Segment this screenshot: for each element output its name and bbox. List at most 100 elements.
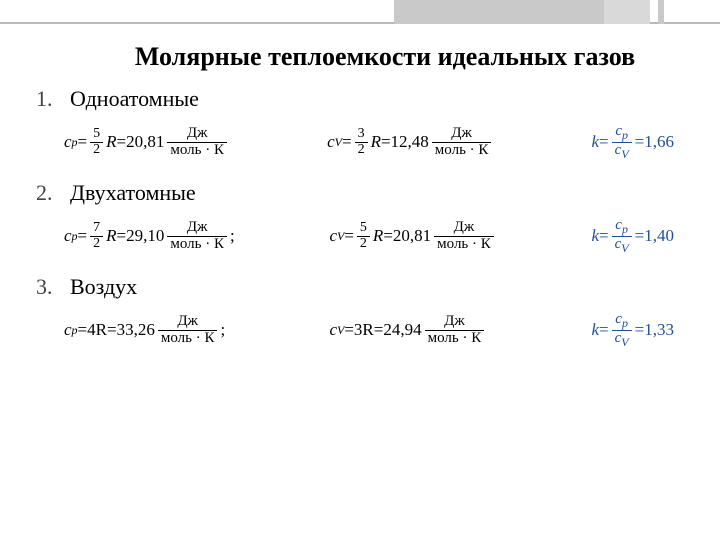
symbol: c <box>329 320 337 340</box>
slide-content: Молярные теплоемкости идеальных газов 1.… <box>36 42 684 369</box>
symbol: k <box>592 132 600 152</box>
unit-fraction: Дж моль · К <box>434 220 494 253</box>
equation-k: k = cp cV = 1,40 <box>591 218 674 254</box>
subscript: p <box>622 316 628 330</box>
page-title: Молярные теплоемкости идеальных газов <box>36 42 684 72</box>
tab-segment <box>604 0 650 24</box>
equation-cp: cp = 7 2 R = 29,10 Дж моль · К ; <box>64 220 235 253</box>
numerator: 5 <box>357 221 370 236</box>
equals: = <box>599 132 609 152</box>
equals: = <box>78 320 88 340</box>
equals: = <box>599 320 609 340</box>
equation-k: k = cp cV = 1,66 <box>592 124 675 160</box>
unit-fraction: Дж моль · К <box>432 126 492 159</box>
semicolon: ; <box>230 226 235 246</box>
symbol: R <box>373 226 383 246</box>
item-number: 2. <box>36 180 70 206</box>
symbol: c <box>64 320 72 340</box>
equals: = <box>78 226 88 246</box>
symbol: k <box>591 320 599 340</box>
subscript: V <box>621 241 628 255</box>
unit-fraction: Дж моль · К <box>425 314 485 347</box>
fraction: 7 2 <box>90 221 103 251</box>
denominator: 2 <box>355 143 368 158</box>
equals: = <box>599 226 609 246</box>
equals: = <box>342 132 352 152</box>
equation-k: k = cp cV = 1,33 <box>591 312 674 348</box>
unit-bottom: моль · К <box>434 237 494 253</box>
subscript: p <box>622 222 628 236</box>
equals: = <box>344 320 354 340</box>
unit-top: Дж <box>184 220 211 236</box>
tab-segment <box>658 0 664 24</box>
subscript: V <box>621 335 628 349</box>
symbol: R <box>106 226 116 246</box>
unit-top: Дж <box>184 126 211 142</box>
unit-bottom: моль · К <box>432 143 492 159</box>
equation-row: cp = 4R = 33,26 Дж моль · К ; cV = 3R = … <box>36 306 684 368</box>
equals: = <box>117 132 127 152</box>
equation-cv: cV = 3 2 R = 12,48 Дж моль · К <box>327 126 494 159</box>
fraction: cp cV <box>612 312 632 348</box>
numerator: 7 <box>90 221 103 236</box>
fraction: 5 2 <box>90 127 103 157</box>
equals: = <box>78 132 88 152</box>
value: 12,48 <box>391 132 429 152</box>
list-item: 1. Одноатомные <box>36 86 684 112</box>
unit-fraction: Дж моль · К <box>158 314 218 347</box>
symbol: c <box>615 217 622 233</box>
unit-bottom: моль · К <box>425 331 485 347</box>
subscript: V <box>337 323 344 338</box>
slide-top-border <box>0 0 720 24</box>
unit-top: Дж <box>441 314 468 330</box>
coef: 4R <box>87 320 107 340</box>
item-number: 1. <box>36 86 70 112</box>
subscript: p <box>622 128 628 142</box>
equation-cv: cV = 3R = 24,94 Дж моль · К <box>329 314 487 347</box>
symbol: k <box>591 226 599 246</box>
unit-bottom: моль · К <box>167 237 227 253</box>
fraction: 3 2 <box>355 127 368 157</box>
subscript: V <box>337 229 344 244</box>
symbol: c <box>329 226 337 246</box>
unit-top: Дж <box>174 314 201 330</box>
symbol: c <box>327 132 335 152</box>
decorative-tabs <box>394 0 664 24</box>
subscript: V <box>335 135 342 150</box>
value: 1,33 <box>644 320 674 340</box>
equation-cp: cp = 5 2 R = 20,81 Дж моль · К <box>64 126 230 159</box>
coef: 3R <box>354 320 374 340</box>
item-label: Одноатомные <box>70 86 199 112</box>
numerator: 3 <box>355 127 368 142</box>
value: 29,10 <box>126 226 164 246</box>
item-number: 3. <box>36 274 70 300</box>
equation-cp: cp = 4R = 33,26 Дж моль · К ; <box>64 314 225 347</box>
equals: = <box>635 320 645 340</box>
equals: = <box>374 320 384 340</box>
equals: = <box>117 226 127 246</box>
value: 33,26 <box>117 320 155 340</box>
denominator: 2 <box>90 143 103 158</box>
unit-top: Дж <box>448 126 475 142</box>
list-item: 2. Двухатомные <box>36 180 684 206</box>
value: 20,81 <box>126 132 164 152</box>
denominator: 2 <box>90 237 103 252</box>
value: 1,40 <box>644 226 674 246</box>
unit-bottom: моль · К <box>158 331 218 347</box>
symbol: R <box>106 132 116 152</box>
symbol: R <box>371 132 381 152</box>
denominator: 2 <box>357 237 370 252</box>
equation-row: cp = 5 2 R = 20,81 Дж моль · К cV = 3 <box>36 118 684 180</box>
symbol: c <box>64 226 72 246</box>
unit-fraction: Дж моль · К <box>167 220 227 253</box>
unit-bottom: моль · К <box>167 143 227 159</box>
equation-cv: cV = 5 2 R = 20,81 Дж моль · К <box>329 220 496 253</box>
fraction: 5 2 <box>357 221 370 251</box>
unit-fraction: Дж моль · К <box>167 126 227 159</box>
equals: = <box>635 226 645 246</box>
value: 24,94 <box>383 320 421 340</box>
numerator: 5 <box>90 127 103 142</box>
unit-top: Дж <box>451 220 478 236</box>
equals: = <box>635 132 645 152</box>
item-label: Воздух <box>70 274 137 300</box>
